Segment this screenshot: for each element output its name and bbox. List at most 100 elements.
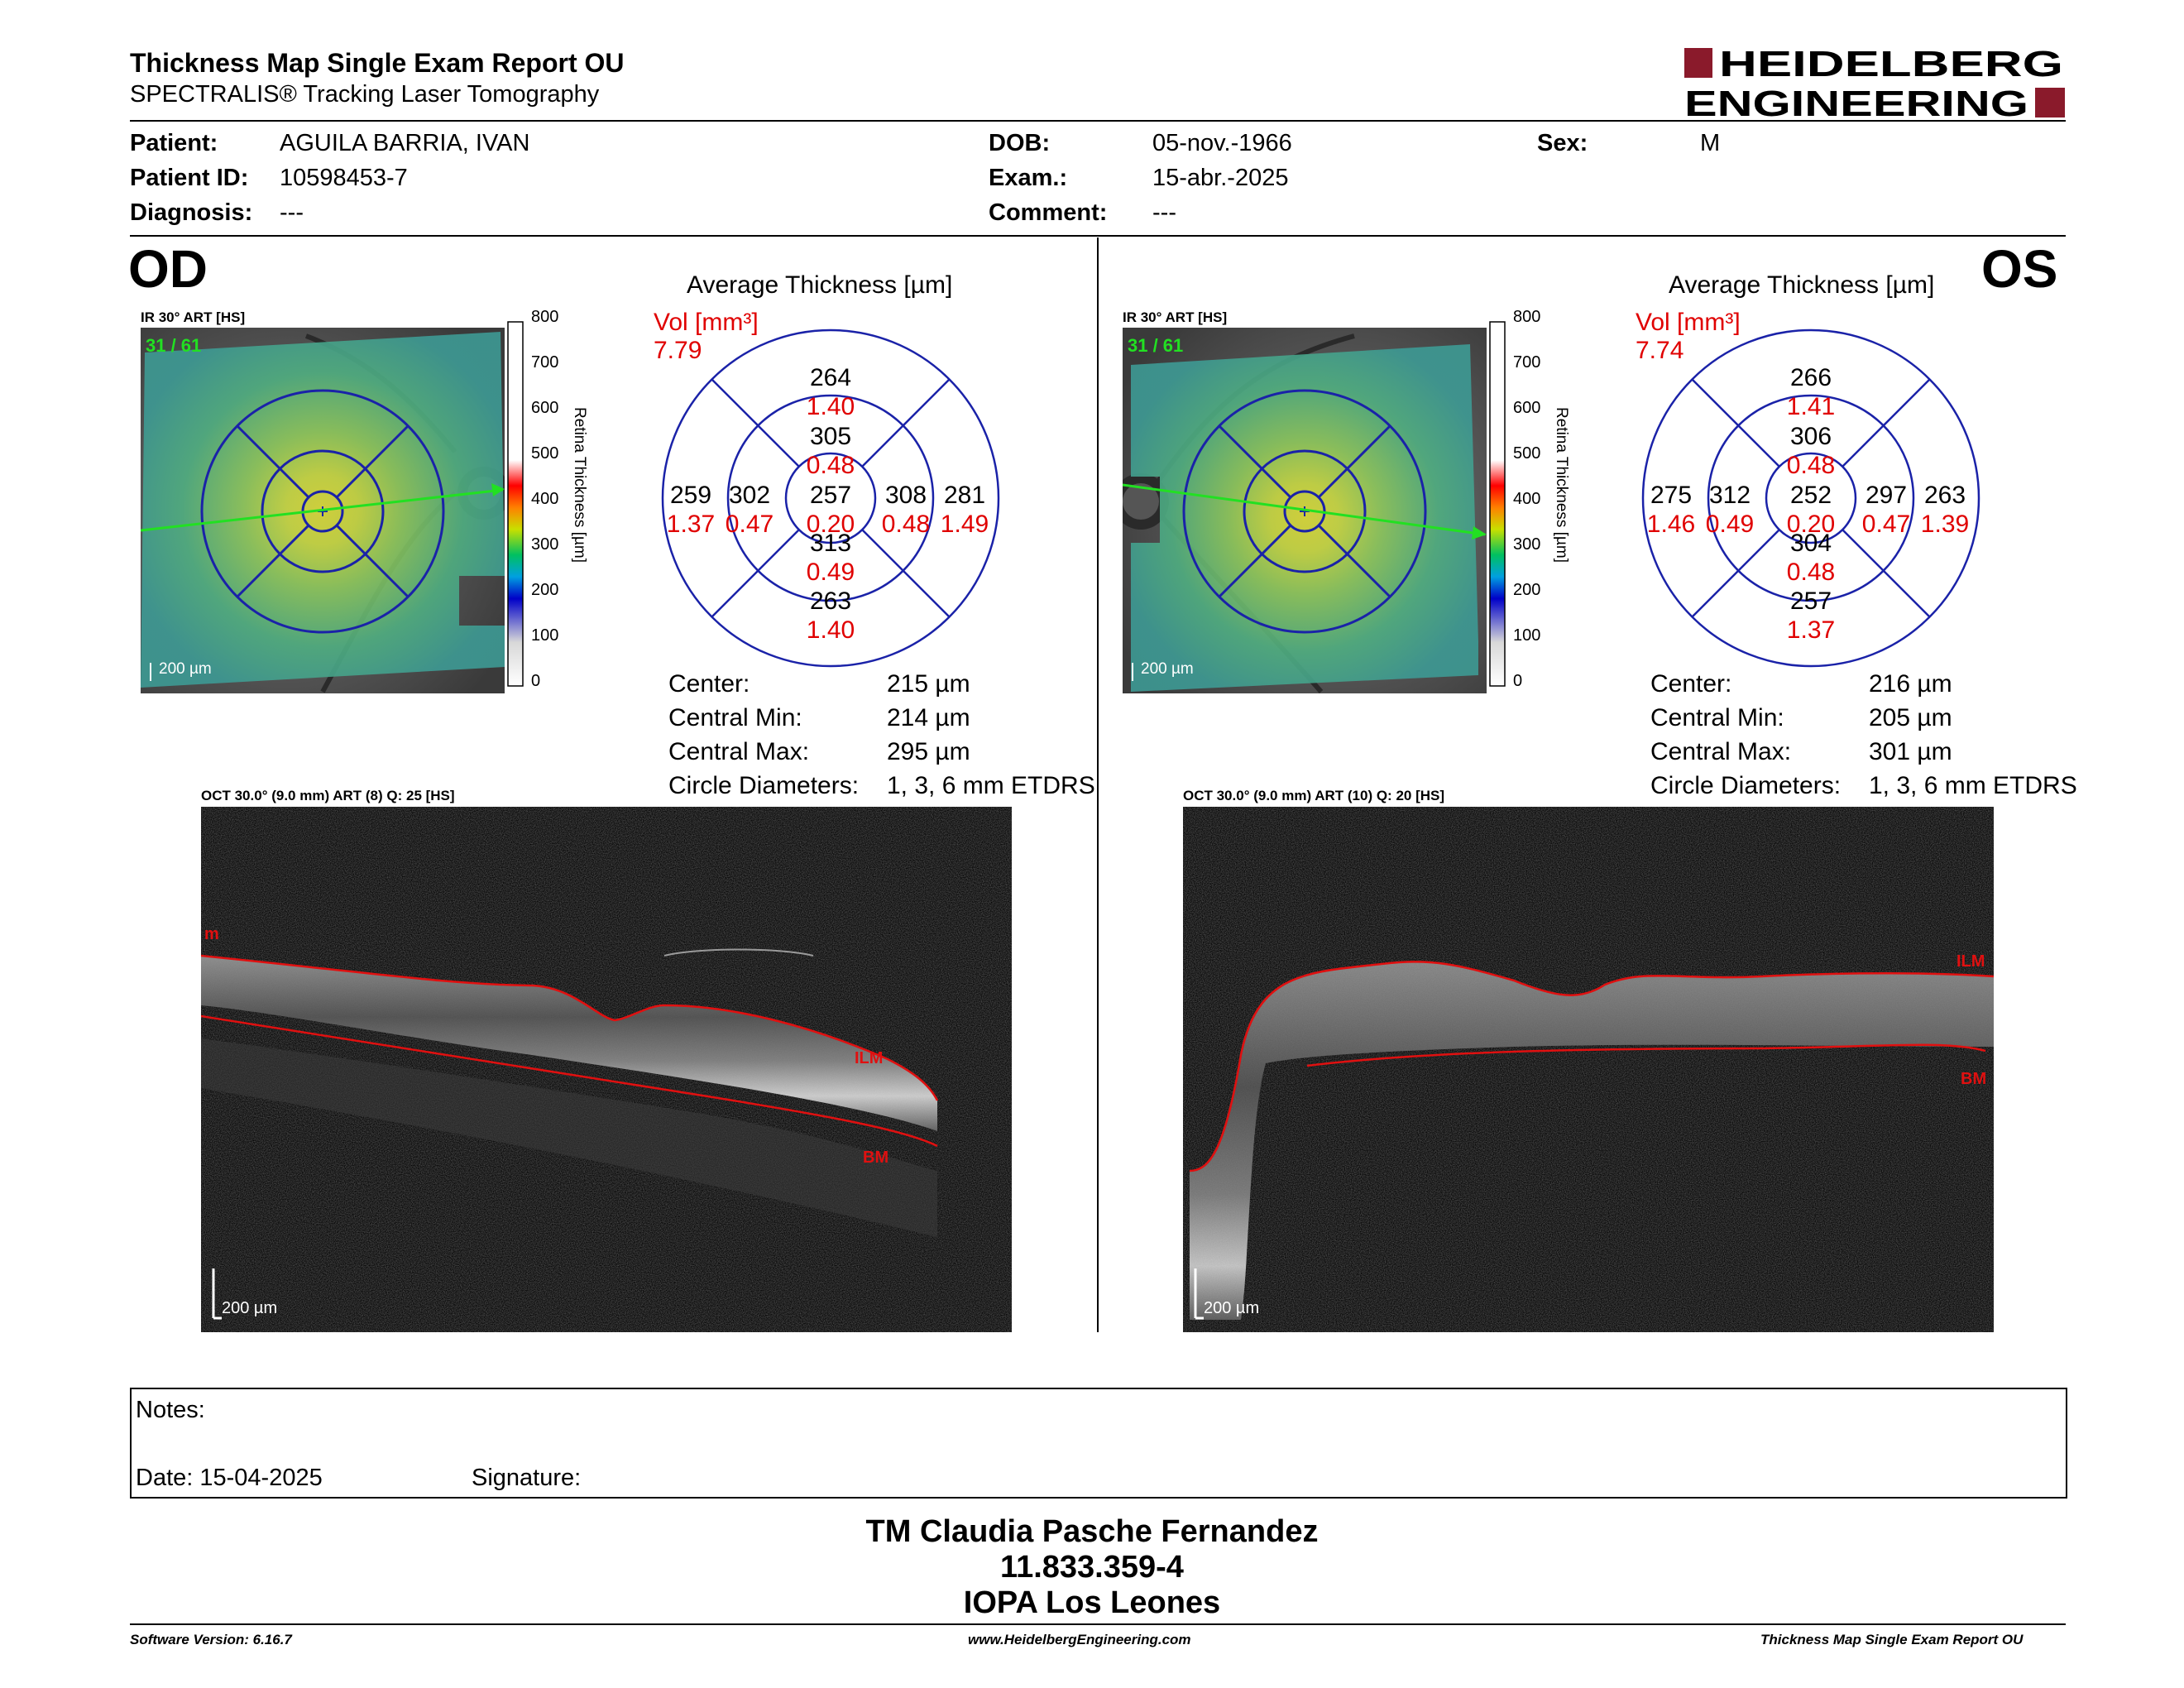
- os-outer-sup-thickness: 266: [1790, 364, 1832, 391]
- signature-label: Signature:: [472, 1465, 582, 1491]
- eye-divider: [1097, 237, 1099, 1332]
- od-oct-bscan: ILM BM m 200 µm: [200, 807, 1012, 1332]
- os-bm-label: BM: [1961, 1070, 1986, 1088]
- sex-label: Sex:: [1537, 130, 1588, 156]
- od-frames-counter: 31 / 61: [146, 335, 201, 356]
- os-outer-sup-volume: 1.41: [1787, 393, 1835, 420]
- os-diam-value: 1, 3, 6 mm ETDRS: [1869, 772, 2077, 799]
- os-outer-inf-volume: 1.37: [1787, 616, 1835, 644]
- od-etdrs-grid: 257 0.20 305 0.48 313 0.49 302 0.47 308 …: [660, 328, 1001, 669]
- website-link[interactable]: www.HeidelbergEngineering.com: [968, 1632, 1191, 1647]
- os-inner-left-thickness: 312: [1709, 482, 1751, 509]
- od-inner-inf-thickness: 313: [810, 530, 851, 557]
- os-center-value: 216 µm: [1869, 670, 1952, 698]
- od-inner-left-volume: 0.47: [726, 511, 774, 538]
- os-oct-bscan: ILM BM 200 µm: [1183, 807, 1995, 1332]
- os-vol-value: 7.74: [1636, 337, 1684, 364]
- os-inner-right-volume: 0.47: [1862, 511, 1910, 538]
- os-min-label: Central Min:: [1650, 704, 1784, 731]
- os-ilm-label: ILM: [1956, 952, 1985, 971]
- patient-label: Patient:: [130, 130, 218, 156]
- comment-value: ---: [1152, 199, 1176, 226]
- os-avg-title: Average Thickness [µm]: [1669, 271, 1935, 299]
- os-inner-sup-volume: 0.48: [1787, 452, 1835, 479]
- od-colorbar: [506, 318, 597, 690]
- os-min-value: 205 µm: [1869, 704, 1952, 731]
- od-bm-label: BM: [863, 1149, 888, 1167]
- od-outer-inf-thickness: 263: [810, 587, 851, 615]
- signatory-name: TM Claudia Pasche Fernandez: [865, 1514, 1319, 1549]
- os-center-volume: 0.20: [1787, 511, 1835, 538]
- svg-text:Retina Thickness [µm]: Retina Thickness [µm]: [1553, 407, 1570, 563]
- brand-line2: ENGINEERING: [1684, 84, 2028, 121]
- od-outer-right-thickness: 281: [944, 482, 985, 509]
- brand-line1: HEIDELBERG: [1719, 45, 2063, 84]
- report-title: Thickness Map Single Exam Report OU: [130, 48, 625, 78]
- dob-value: 05-nov.-1966: [1152, 130, 1292, 156]
- od-ilm-label: ILM: [855, 1049, 883, 1067]
- notes-label: Notes:: [136, 1397, 205, 1423]
- os-inner-right-thickness: 297: [1866, 482, 1907, 509]
- od-diam-value: 1, 3, 6 mm ETDRS: [887, 772, 1095, 799]
- od-fundus-image: 31 / 61 200 µm: [140, 328, 510, 693]
- od-vol-label: Vol [mm³]: [654, 309, 759, 336]
- exam-label: Exam.:: [989, 165, 1068, 191]
- od-outer-left-thickness: 259: [670, 482, 711, 509]
- diagnosis-label: Diagnosis:: [130, 199, 253, 226]
- od-inner-right-volume: 0.48: [882, 511, 930, 538]
- od-m-label: m: [204, 925, 219, 943]
- patient-id-label: Patient ID:: [130, 165, 249, 191]
- diagnosis-value: ---: [280, 199, 304, 226]
- comment-label: Comment:: [989, 199, 1108, 226]
- od-avg-title: Average Thickness [µm]: [687, 271, 953, 299]
- os-inner-left-volume: 0.49: [1706, 511, 1754, 538]
- os-oct-scale: 200 µm: [1204, 1299, 1259, 1317]
- od-center-label: Center:: [668, 670, 750, 698]
- os-center-thickness: 252: [1790, 482, 1832, 509]
- od-inner-sup-thickness: 305: [810, 423, 851, 450]
- od-oct-scale: 200 µm: [222, 1299, 277, 1317]
- od-center-thickness: 257: [810, 482, 851, 509]
- svg-text:Retina Thickness [µm]: Retina Thickness [µm]: [571, 407, 588, 563]
- os-outer-inf-thickness: 257: [1790, 587, 1832, 615]
- os-max-label: Central Max:: [1650, 738, 1792, 765]
- od-oct-label: OCT 30.0° (9.0 mm) ART (8) Q: 25 [HS]: [201, 788, 455, 803]
- od-inner-right-thickness: 308: [885, 482, 927, 509]
- os-colorbar-label: Retina Thickness [µm]: [1550, 404, 1575, 594]
- od-outer-sup-thickness: 264: [810, 364, 851, 391]
- od-ir-label: IR 30° ART [HS]: [141, 309, 246, 325]
- os-vol-label: Vol [mm³]: [1636, 309, 1741, 336]
- od-diam-label: Circle Diameters:: [668, 772, 860, 799]
- os-colorbar: [1488, 318, 1579, 690]
- notes-box[interactable]: [130, 1388, 2067, 1499]
- os-outer-left-volume: 1.46: [1647, 511, 1695, 538]
- os-inner-inf-thickness: 304: [1790, 530, 1832, 557]
- od-vol-value: 7.79: [654, 337, 702, 364]
- os-frames-counter: 31 / 61: [1128, 335, 1183, 356]
- od-outer-left-volume: 1.37: [667, 511, 715, 538]
- dob-label: DOB:: [989, 130, 1051, 156]
- patient-divider: [130, 235, 2066, 237]
- os-diam-label: Circle Diameters:: [1650, 772, 1842, 799]
- os-colorbar-ticks: 800 700 600 500 400 300 200 100 0: [1513, 308, 1541, 690]
- od-eye-label: OD: [128, 239, 208, 299]
- os-inner-sup-thickness: 306: [1790, 423, 1832, 450]
- sex-value: M: [1700, 130, 1721, 156]
- software-version: Software Version: 6.16.7: [130, 1632, 292, 1647]
- notes-date: Date: 15-04-2025: [136, 1465, 323, 1491]
- od-center-value: 215 µm: [887, 670, 970, 698]
- od-inner-sup-volume: 0.48: [807, 452, 855, 479]
- od-outer-sup-volume: 1.40: [807, 393, 855, 420]
- od-inner-left-thickness: 302: [729, 482, 770, 509]
- od-outer-right-volume: 1.49: [941, 511, 989, 538]
- os-outer-right-volume: 1.39: [1921, 511, 1969, 538]
- patient-value: AGUILA BARRIA, IVAN: [280, 130, 530, 156]
- od-min-value: 214 µm: [887, 704, 970, 731]
- header-divider: [130, 120, 2066, 122]
- os-fundus-image: 31 / 61 200 µm: [1113, 328, 1487, 693]
- od-max-value: 295 µm: [887, 738, 970, 765]
- od-min-label: Central Min:: [668, 704, 802, 731]
- os-oct-label: OCT 30.0° (9.0 mm) ART (10) Q: 20 [HS]: [1183, 788, 1445, 803]
- signatory-id: 11.833.359-4: [1000, 1550, 1184, 1585]
- signatory-institution: IOPA Los Leones: [963, 1585, 1221, 1620]
